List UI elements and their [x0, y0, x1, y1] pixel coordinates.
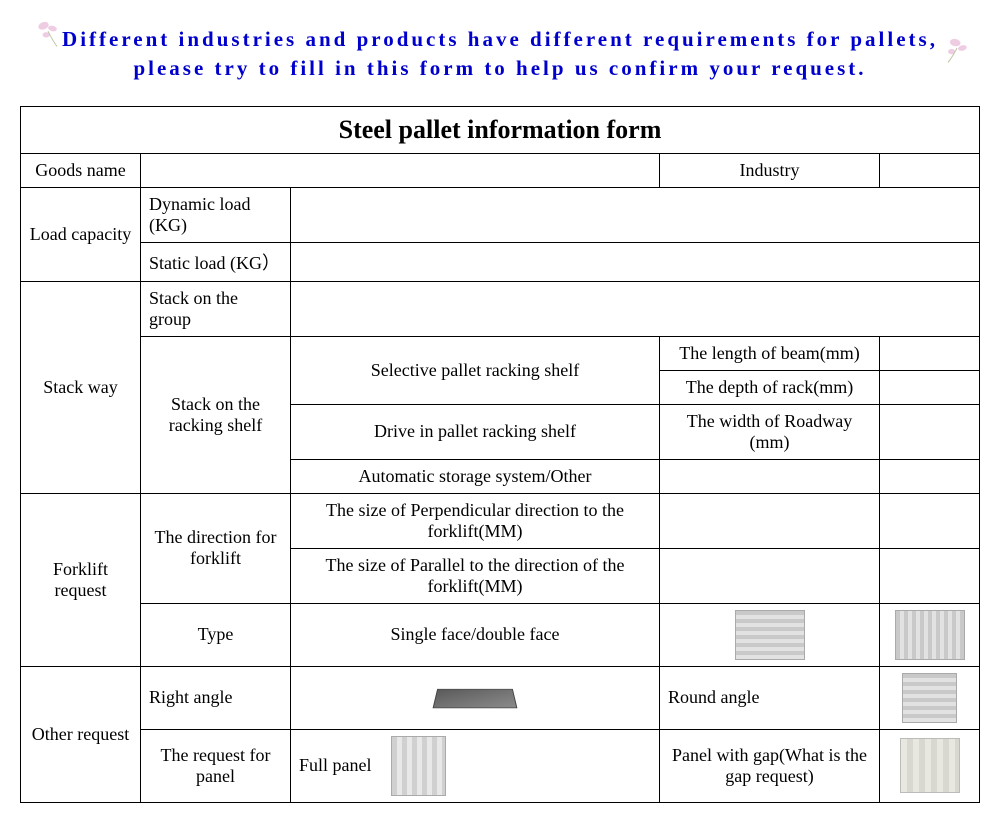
input-length-beam[interactable] [880, 336, 980, 370]
input-perpendicular-2[interactable] [880, 493, 980, 548]
input-industry[interactable] [880, 153, 980, 187]
label-single-double: Single face/double face [291, 603, 660, 666]
input-auto-storage-1[interactable] [660, 459, 880, 493]
form-header: Different industries and products have d… [10, 10, 990, 94]
input-depth-rack[interactable] [880, 370, 980, 404]
label-full-panel: Full panel [299, 755, 372, 776]
label-auto-storage: Automatic storage system/Other [291, 459, 660, 493]
label-static-load: Static load (KG） [141, 242, 291, 281]
label-other-request: Other request [21, 666, 141, 802]
label-drive-in: Drive in pallet racking shelf [291, 404, 660, 459]
pallet-image-6 [880, 729, 980, 802]
header-line2: please try to fill in this form to help … [133, 56, 866, 80]
label-depth-rack: The depth of rack(mm) [660, 370, 880, 404]
pallet-image-2 [880, 603, 980, 666]
input-parallel-1[interactable] [660, 548, 880, 603]
pallet-image-3 [291, 666, 660, 729]
input-static-load[interactable] [291, 242, 980, 281]
input-goods-name[interactable] [141, 153, 660, 187]
label-parallel: The size of Parallel to the direction of… [291, 548, 660, 603]
label-panel-gap: Panel with gap(What is the gap request) [660, 729, 880, 802]
label-stack-group: Stack on the group [141, 281, 291, 336]
input-parallel-2[interactable] [880, 548, 980, 603]
label-load-capacity: Load capacity [21, 187, 141, 281]
pallet-image-4 [880, 666, 980, 729]
pallet-image-1 [660, 603, 880, 666]
label-width-roadway: The width of Roadway (mm) [660, 404, 880, 459]
label-length-beam: The length of beam(mm) [660, 336, 880, 370]
input-perpendicular-1[interactable] [660, 493, 880, 548]
label-direction-forklift: The direction for forklift [141, 493, 291, 603]
label-dynamic-load: Dynamic load (KG) [141, 187, 291, 242]
cell-full-panel: Full panel [291, 729, 660, 802]
input-width-roadway[interactable] [880, 404, 980, 459]
label-stack-way: Stack way [21, 281, 141, 493]
label-round-angle: Round angle [660, 666, 880, 729]
input-auto-storage-2[interactable] [880, 459, 980, 493]
input-dynamic-load[interactable] [291, 187, 980, 242]
label-stack-racking: Stack on the racking shelf [141, 336, 291, 493]
label-request-panel: The request for panel [141, 729, 291, 802]
label-forklift-request: Forklift request [21, 493, 141, 666]
label-selective: Selective pallet racking shelf [291, 336, 660, 404]
label-industry: Industry [660, 153, 880, 187]
label-goods-name: Goods name [21, 153, 141, 187]
flower-decoration-left [30, 15, 66, 51]
table-title: Steel pallet information form [21, 106, 980, 153]
header-line1: Different industries and products have d… [62, 27, 938, 51]
input-stack-group[interactable] [291, 281, 980, 336]
label-type: Type [141, 603, 291, 666]
label-perpendicular: The size of Perpendicular direction to t… [291, 493, 660, 548]
label-right-angle: Right angle [141, 666, 291, 729]
flower-decoration-right [939, 30, 975, 66]
pallet-image-5 [391, 736, 446, 796]
form-table: Steel pallet information form Goods name… [20, 106, 980, 803]
